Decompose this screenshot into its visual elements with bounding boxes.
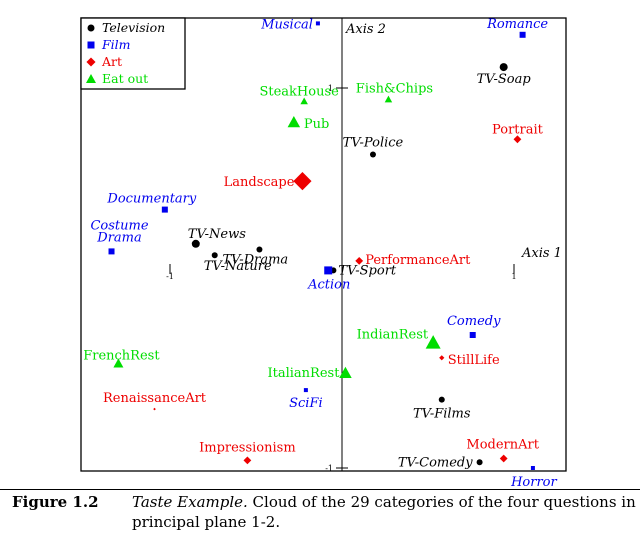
point-label-tv-sport: TV-Sport xyxy=(338,263,397,278)
point-label-tv-films: TV-Films xyxy=(413,407,471,422)
legend-label-art: Art xyxy=(101,54,122,69)
legend-label-television: Television xyxy=(102,20,165,35)
caption-text: Cloud of the 29 categories of the four q… xyxy=(132,493,636,531)
point-label-italianrest: ItalianRest xyxy=(268,366,341,381)
point-label-tv-comedy: TV-Comedy xyxy=(398,455,473,470)
point-label-fish-chips: Fish&Chips xyxy=(356,81,433,96)
point-comedy xyxy=(469,332,476,338)
point-label-comedy: Comedy xyxy=(447,314,501,329)
plot-frame xyxy=(80,17,567,472)
point-indianrest xyxy=(425,335,441,349)
point-horror xyxy=(530,466,535,470)
point-label-musical: Musical xyxy=(260,17,313,32)
point-steakhouse xyxy=(300,97,308,105)
legend-marker-art xyxy=(86,57,96,67)
axis-1-label: Axis 1 xyxy=(521,246,562,261)
point-frenchrest xyxy=(113,358,124,368)
point-tv-films xyxy=(438,396,445,403)
legend-marker-eat-out xyxy=(86,74,96,83)
point-label-line: Costume xyxy=(90,218,148,233)
point-label-renaissanceart: RenaissanceArt xyxy=(103,391,207,406)
y-tick-label: 1 xyxy=(328,84,333,93)
point-tv-comedy xyxy=(476,459,483,466)
point-pub xyxy=(287,115,301,128)
point-label-pub: Pub xyxy=(304,117,329,132)
legend-marker-film xyxy=(87,41,95,49)
point-label-portrait: Portrait xyxy=(492,122,544,137)
point-costume-drama xyxy=(108,248,115,255)
caption-number: Figure 1.2 xyxy=(12,493,99,511)
point-tv-soap xyxy=(499,63,508,72)
legend: Television Film Art Eat out xyxy=(80,17,186,90)
point-renaissanceart xyxy=(153,407,156,411)
point-label-tv-drama: TV-Drama xyxy=(222,253,288,268)
legend-marker-television xyxy=(87,24,95,32)
point-musical xyxy=(315,21,320,26)
point-label-romance: Romance xyxy=(486,17,548,32)
legend-box xyxy=(80,17,186,90)
point-documentary xyxy=(161,206,168,213)
points-layer: TV-Soap TV-Police TV-News TV-DramaTV-Nature… xyxy=(83,17,557,490)
point-label-scifi: SciFi xyxy=(289,396,323,411)
point-romance xyxy=(519,31,526,38)
point-label-performanceart: PerformanceArt xyxy=(365,253,471,268)
point-label-steakhouse: SteakHouse xyxy=(259,84,339,99)
legend-label-film: Film xyxy=(101,37,131,52)
point-tv-nature xyxy=(211,252,218,259)
point-label-tv-news: TV-News xyxy=(188,227,246,242)
caption-divider xyxy=(0,489,640,490)
point-label-indianrest: IndianRest xyxy=(357,328,429,343)
point-label-tv-nature: TV-Nature xyxy=(204,259,272,274)
point-label-costume-drama: Costume Drama xyxy=(90,218,148,245)
point-label-frenchrest: FrenchRest xyxy=(83,349,160,364)
point-label-line: Drama xyxy=(96,230,141,245)
caption-title: Taste Example. xyxy=(132,493,248,511)
point-tv-news xyxy=(191,239,200,248)
point-impressionism xyxy=(243,456,252,465)
point-label-impressionism: Impressionism xyxy=(199,440,296,455)
point-label-modernart: ModernArt xyxy=(466,438,539,453)
x-tick-label: 1 xyxy=(511,272,516,281)
point-action xyxy=(324,266,333,275)
point-tv-police xyxy=(369,151,376,158)
legend-label-eat-out: Eat out xyxy=(102,71,148,86)
x-tick-label: -1 xyxy=(166,272,174,281)
y-tick-label: -1 xyxy=(325,464,333,473)
point-label-tv-police: TV-Police xyxy=(343,136,404,151)
point-label-action: Action xyxy=(307,277,350,292)
point-stilllife xyxy=(439,355,445,361)
point-italianrest xyxy=(339,366,352,378)
point-label-stilllife: StillLife xyxy=(448,353,500,368)
point-label-tv-soap: TV-Soap xyxy=(477,72,532,87)
point-modernart xyxy=(499,454,508,463)
point-tv-drama xyxy=(256,246,263,253)
point-landscape xyxy=(293,172,312,191)
point-portrait xyxy=(513,135,522,144)
point-scifi xyxy=(303,388,308,393)
point-label-landscape: Landscape xyxy=(224,175,295,190)
axes-layer: 1 -1 -1 1 Axis 2 Axis 1 xyxy=(166,18,562,473)
point-label-horror: Horror xyxy=(510,475,557,490)
point-label-documentary: Documentary xyxy=(106,192,196,207)
point-performanceart xyxy=(355,257,364,265)
point-fish-chips xyxy=(384,95,393,103)
scatter-plot: 1 -1 -1 1 Axis 2 Axis 1 TV-Soap TV-Police TV-Ne… xyxy=(80,17,567,490)
caption-body: Taste Example. Cloud of the 29 categorie… xyxy=(132,492,637,532)
axis-2-label: Axis 2 xyxy=(345,22,386,37)
